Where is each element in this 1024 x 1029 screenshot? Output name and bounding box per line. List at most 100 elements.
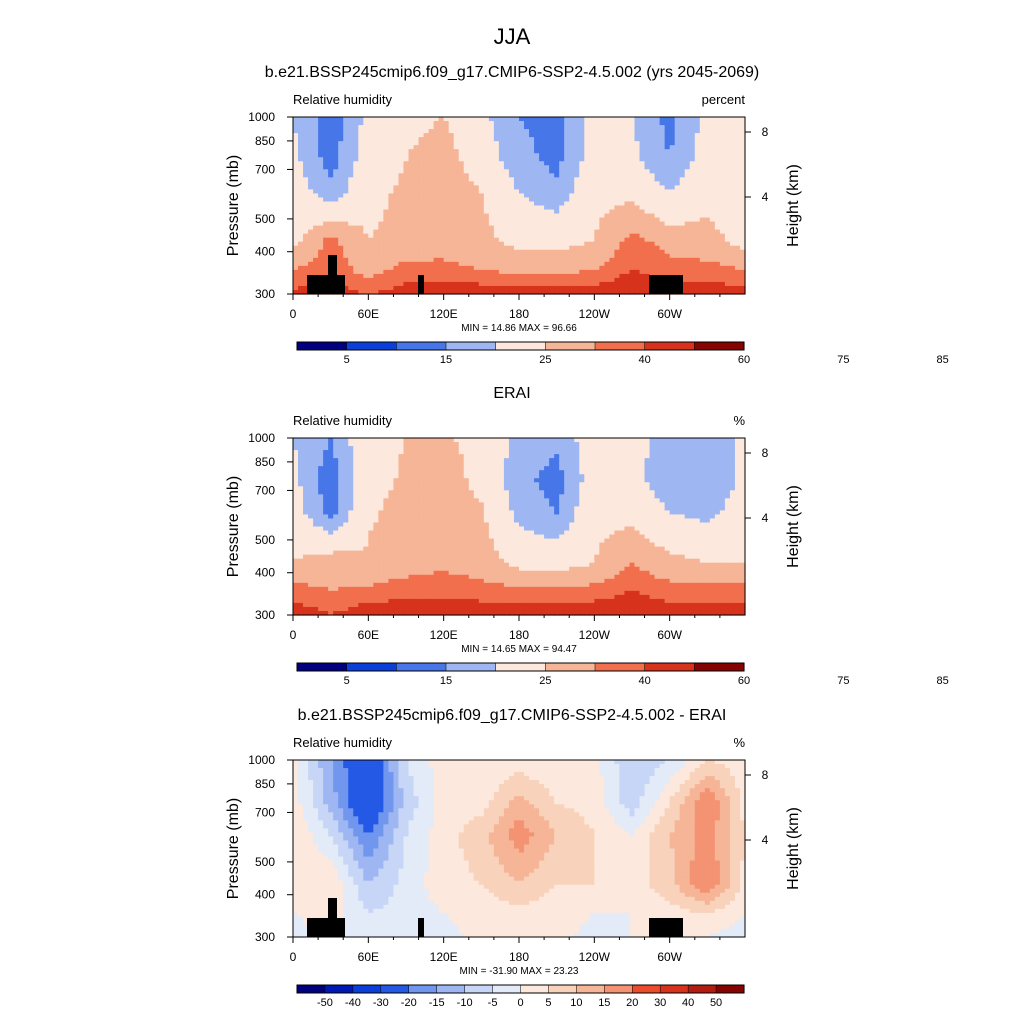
heatmap-cell — [675, 149, 681, 154]
heatmap-cell — [469, 278, 475, 283]
heatmap-cell — [559, 145, 565, 150]
heatmap-cell — [363, 579, 369, 584]
heatmap-cell — [474, 121, 480, 126]
heatmap-cell — [313, 446, 319, 451]
heatmap-cell — [695, 125, 701, 130]
heatmap-cell — [544, 189, 550, 194]
heatmap-cell — [514, 129, 520, 134]
heatmap-cell — [579, 250, 585, 255]
heatmap-cell — [298, 286, 304, 291]
heatmap-cell — [725, 149, 731, 154]
heatmap-cell — [604, 254, 610, 259]
heatmap-cell — [569, 250, 575, 255]
heatmap-cell — [383, 607, 389, 612]
heatmap-cell — [348, 490, 354, 495]
heatmap-cell — [685, 193, 691, 198]
heatmap-cell — [363, 527, 369, 532]
heatmap-cell — [489, 282, 495, 287]
heatmap-cell — [529, 121, 535, 126]
heatmap-cell — [308, 535, 314, 540]
heatmap-cell — [348, 442, 354, 447]
heatmap-cell — [504, 129, 510, 134]
heatmap-cell — [358, 587, 364, 592]
heatmap-cell — [318, 173, 324, 178]
heatmap-cell — [524, 189, 530, 194]
heatmap-cell — [373, 149, 379, 154]
heatmap-cell — [318, 226, 324, 231]
heatmap-cell — [715, 266, 721, 271]
heatmap-cell — [705, 185, 711, 190]
heatmap-cell — [619, 165, 625, 170]
heatmap-cell — [685, 189, 691, 194]
heatmap-cell — [579, 206, 585, 211]
heatmap-cell — [383, 286, 389, 291]
heatmap-cell — [635, 145, 641, 150]
heatmap-cell — [504, 234, 510, 239]
heatmap-cell — [569, 242, 575, 247]
heatmap-cell — [363, 274, 369, 279]
heatmap-cell — [564, 258, 570, 263]
heatmap-cell — [705, 129, 711, 134]
heatmap-cell — [398, 478, 404, 483]
heatmap-cell — [303, 575, 309, 580]
heatmap-cell — [323, 141, 329, 146]
heatmap-cell — [414, 173, 420, 178]
topography-mask — [649, 275, 683, 294]
heatmap-cell — [680, 181, 686, 186]
heatmap-cell — [509, 270, 515, 275]
heatmap-cell — [670, 262, 676, 267]
heatmap-cell — [343, 117, 349, 122]
heatmap-cell — [398, 591, 404, 596]
heatmap-cell — [313, 210, 319, 215]
heatmap-cell — [474, 197, 480, 202]
heatmap-cell — [655, 218, 661, 223]
heatmap-cell — [409, 238, 415, 243]
heatmap-cell — [670, 254, 676, 259]
heatmap-cell — [710, 254, 716, 259]
heatmap-cell — [398, 482, 404, 487]
heatmap-cell — [388, 286, 394, 291]
heatmap-cell — [589, 201, 595, 206]
heatmap-cell — [434, 210, 440, 215]
heatmap-cell — [589, 189, 595, 194]
heatmap-cell — [424, 125, 430, 130]
heatmap-cell — [373, 547, 379, 552]
heatmap-cell — [308, 193, 314, 198]
heatmap-cell — [474, 185, 480, 190]
heatmap-cell — [353, 173, 359, 178]
heatmap-cell — [434, 230, 440, 235]
variable-label: Relative humidity — [293, 92, 392, 107]
heatmap-cell — [378, 442, 384, 447]
heatmap-cell — [333, 137, 339, 142]
heatmap-cell — [619, 177, 625, 182]
heatmap-cell — [735, 274, 741, 279]
heatmap-cell — [348, 510, 354, 515]
heatmap-cell — [559, 222, 565, 227]
heatmap-cell — [358, 262, 364, 267]
heatmap-cell — [690, 121, 696, 126]
heatmap-cell — [298, 137, 304, 142]
heatmap-cell — [313, 563, 319, 568]
heatmap-cell — [614, 242, 620, 247]
heatmap-cell — [323, 254, 329, 259]
heatmap-cell — [700, 201, 706, 206]
heatmap-cell — [343, 587, 349, 592]
heatmap-cell — [650, 153, 656, 158]
heatmap-cell — [665, 246, 671, 251]
heatmap-cell — [419, 173, 425, 178]
heatmap-cell — [544, 197, 550, 202]
heatmap-cell — [579, 149, 585, 154]
heatmap-cell — [303, 222, 309, 227]
heatmap-cell — [383, 189, 389, 194]
heatmap-cell — [378, 478, 384, 483]
heatmap-cell — [594, 121, 600, 126]
heatmap-cell — [700, 173, 706, 178]
heatmap-cell — [710, 145, 716, 150]
heatmap-cell — [343, 189, 349, 194]
heatmap-cell — [449, 218, 455, 223]
heatmap-cell — [444, 173, 450, 178]
heatmap-cell — [348, 161, 354, 166]
heatmap-cell — [343, 595, 349, 600]
heatmap-cell — [705, 153, 711, 158]
heatmap-cell — [434, 185, 440, 190]
